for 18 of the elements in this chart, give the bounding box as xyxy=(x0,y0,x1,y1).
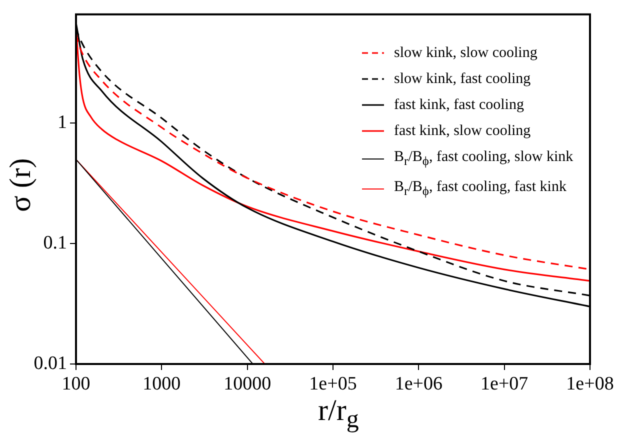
x-tick-label: 1e+05 xyxy=(309,373,357,394)
x-tick-label: 1e+06 xyxy=(394,373,442,394)
legend-label: fast kink, slow cooling xyxy=(394,122,531,141)
legend-label: B$_{r}$/B$_{ϕ}$, fast cooling, slow kink xyxy=(394,148,574,170)
x-tick-label: 10000 xyxy=(224,373,272,394)
y-tick-label: 1 xyxy=(58,112,67,134)
legend-label: slow kink, fast cooling xyxy=(394,70,531,89)
x-axis-title: r/r$_{g}$ xyxy=(318,394,359,435)
x-tick-label: 1e+07 xyxy=(480,373,528,394)
x-tick-label: 100 xyxy=(62,373,90,394)
legend-label: B$_{r}$/B$_{ϕ}$, fast cooling, fast kink xyxy=(394,178,566,200)
y-tick-label: 0.1 xyxy=(43,232,67,254)
legend-label: fast kink, fast cooling xyxy=(394,96,524,115)
y-tick-label: 0.01 xyxy=(34,352,67,374)
y-axis-title: σ (r) xyxy=(4,158,38,212)
legend-label: slow kink, slow cooling xyxy=(394,44,538,63)
x-tick-label: 1000 xyxy=(142,373,181,394)
x-tick-label: 1e+08 xyxy=(566,373,614,394)
